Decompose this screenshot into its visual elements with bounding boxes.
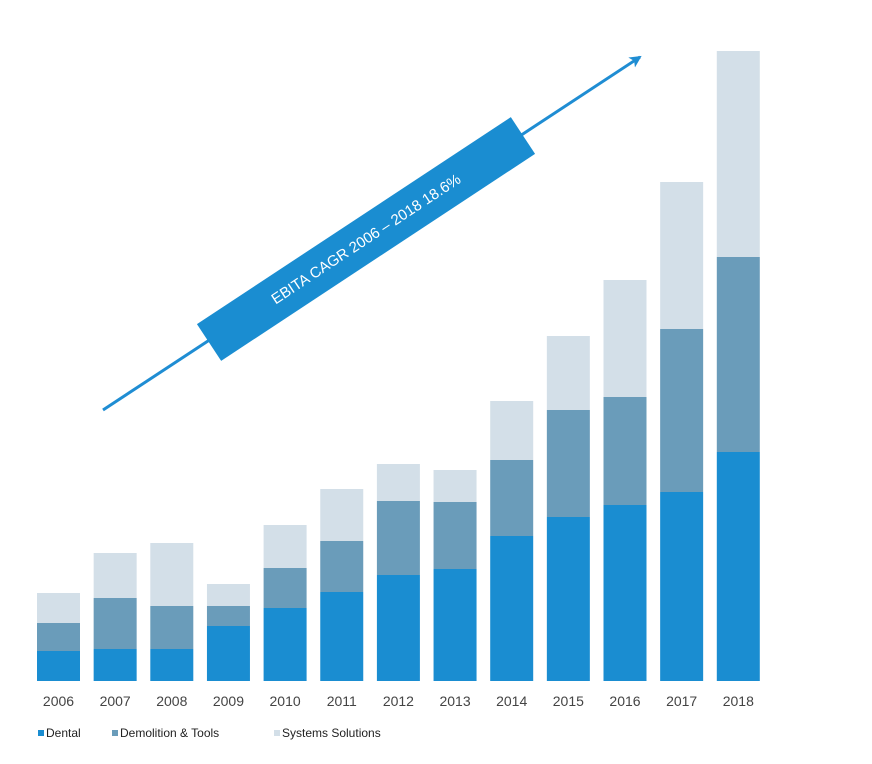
bar-2008-dental	[150, 649, 194, 681]
tick-label-2013: 2013	[439, 693, 470, 709]
legend-label-dental: Dental	[46, 726, 81, 740]
tick-label-2006: 2006	[43, 693, 74, 709]
legend-swatch-dental	[38, 730, 44, 736]
bar-2012-systems-solutions	[376, 464, 420, 501]
bar-2007-demolition-tools	[93, 598, 137, 649]
bar-2010-demolition-tools	[263, 568, 307, 608]
bar-2014-demolition-tools	[490, 460, 534, 536]
bar-2008-demolition-tools	[150, 606, 194, 649]
tick-label-2014: 2014	[496, 693, 527, 709]
legend-label-demolition-tools: Demolition & Tools	[120, 726, 219, 740]
bar-2013-systems-solutions	[433, 470, 477, 502]
bar-2015-systems-solutions	[546, 336, 590, 410]
tick-label-2011: 2011	[327, 693, 357, 709]
legend-swatch-systems-solutions	[274, 730, 280, 736]
bar-2008-systems-solutions	[150, 543, 194, 606]
bar-2018-systems-solutions	[716, 51, 760, 257]
tick-label-2017: 2017	[666, 693, 697, 709]
tick-label-2018: 2018	[723, 693, 754, 709]
legend-label-systems-solutions: Systems Solutions	[282, 726, 381, 740]
bar-2018-dental	[716, 452, 760, 681]
annotation-text: EBITA CAGR 2006 – 2018 18.6%	[268, 171, 464, 308]
bar-2015-demolition-tools	[546, 410, 590, 517]
bar-2016-demolition-tools	[603, 397, 647, 505]
bar-2013-demolition-tools	[433, 502, 477, 569]
legend: Dental Demolition & Tools Systems Soluti…	[38, 726, 381, 740]
tick-label-2008: 2008	[156, 693, 187, 709]
bar-2006-systems-solutions	[37, 593, 80, 623]
annotation-background	[196, 117, 536, 361]
bar-2012-demolition-tools	[376, 501, 420, 575]
bar-2016-dental	[603, 505, 647, 681]
bar-2006-demolition-tools	[37, 623, 80, 651]
bar-2009-demolition-tools	[206, 606, 250, 626]
tick-label-2009: 2009	[213, 693, 244, 709]
x-axis-ticks: 2006 2007 2008 2009 2010 2011 2012 2013 2014 2015…	[43, 693, 754, 709]
tick-label-2007: 2007	[100, 693, 131, 709]
bar-2007-systems-solutions	[93, 553, 137, 598]
tick-label-2010: 2010	[270, 693, 301, 709]
bar-2010-dental	[263, 608, 307, 681]
bar-2017-systems-solutions	[660, 182, 704, 329]
bar-2009-dental	[206, 626, 250, 681]
tick-label-2016: 2016	[609, 693, 640, 709]
bar-2016-systems-solutions	[603, 280, 647, 397]
annotation-box: EBITA CAGR 2006 – 2018 18.6%	[196, 117, 536, 361]
bar-2015-dental	[546, 517, 590, 681]
bar-2014-systems-solutions	[490, 401, 534, 460]
legend-swatch-demolition-tools	[112, 730, 118, 736]
bar-2013-dental	[433, 569, 477, 681]
tick-label-2012: 2012	[383, 693, 414, 709]
bar-2018-demolition-tools	[716, 257, 760, 452]
bar-2011-systems-solutions	[320, 489, 364, 541]
bar-2011-demolition-tools	[320, 541, 364, 592]
bar-2014-dental	[490, 536, 534, 681]
bar-2006-dental	[37, 651, 80, 681]
tick-label-2015: 2015	[553, 693, 584, 709]
bar-2010-systems-solutions	[263, 525, 307, 568]
bar-2017-demolition-tools	[660, 329, 704, 492]
bar-2009-systems-solutions	[206, 584, 250, 606]
bars-layer	[37, 51, 760, 681]
bar-2012-dental	[376, 575, 420, 681]
bar-2017-dental	[660, 492, 704, 681]
bar-2011-dental	[320, 592, 364, 681]
bar-2007-dental	[93, 649, 137, 681]
